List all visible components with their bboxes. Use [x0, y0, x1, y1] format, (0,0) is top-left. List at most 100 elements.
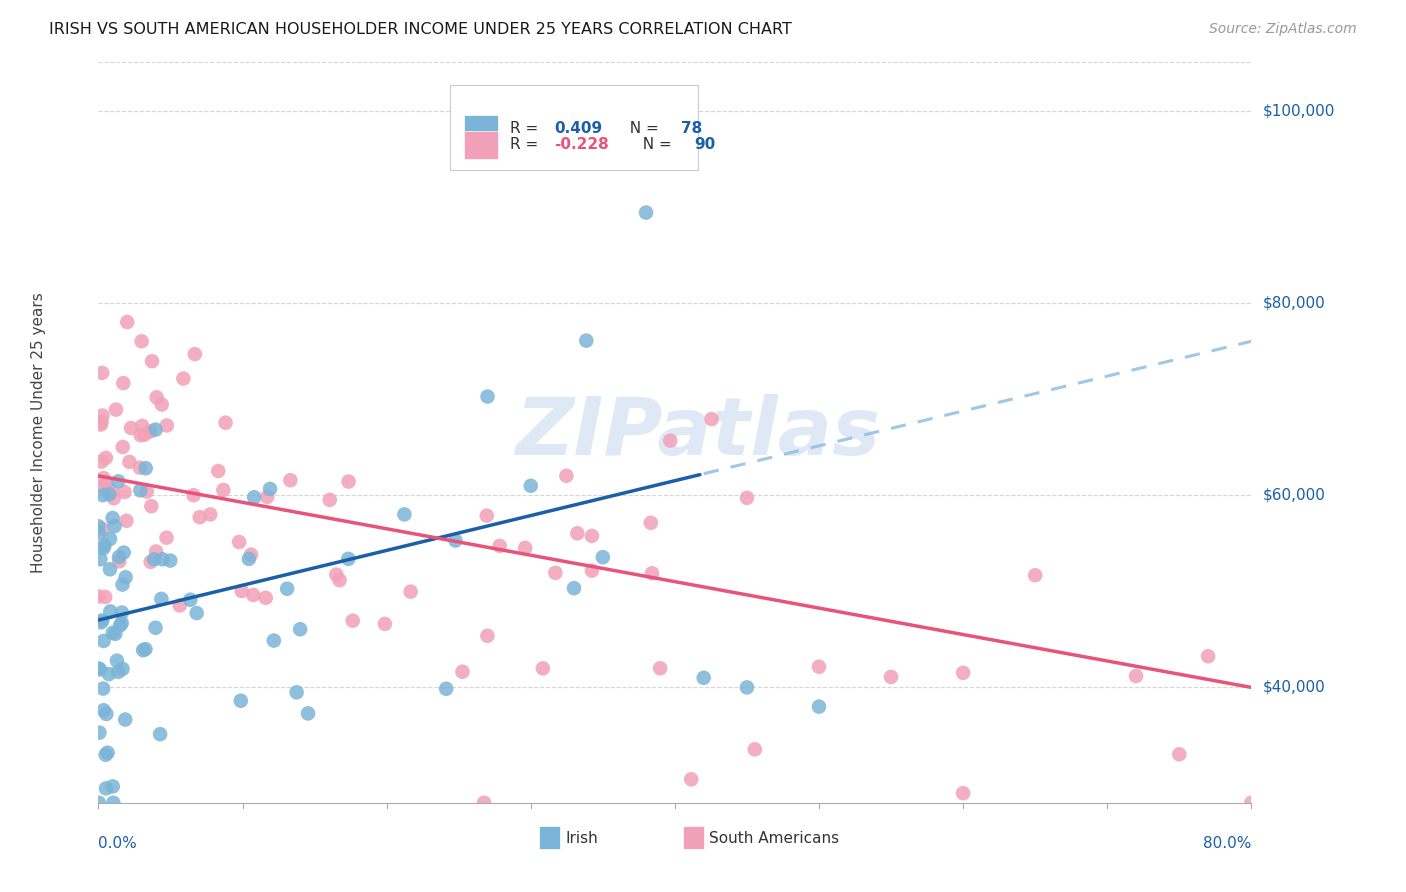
Point	[952, 786, 974, 800]
Point	[681, 772, 703, 787]
Text: R =: R =	[510, 121, 543, 136]
Point	[114, 713, 136, 727]
Point	[91, 366, 114, 380]
Point	[91, 681, 114, 696]
Point	[107, 475, 129, 489]
Point	[112, 376, 135, 390]
Point	[93, 541, 115, 555]
Point	[129, 460, 152, 475]
Bar	[464, 114, 499, 143]
Point	[141, 354, 163, 368]
Point	[105, 654, 128, 668]
Point	[131, 418, 153, 433]
Point	[581, 529, 603, 543]
Point	[491, 132, 513, 146]
Point	[114, 570, 136, 584]
Point	[183, 488, 205, 502]
Point	[472, 796, 495, 810]
Point	[90, 417, 112, 432]
Point	[259, 482, 281, 496]
Point	[488, 539, 510, 553]
Text: N =: N =	[633, 137, 678, 153]
Point	[515, 541, 537, 555]
Point	[169, 599, 191, 613]
Point	[107, 665, 129, 679]
Point	[101, 625, 124, 640]
Point	[94, 450, 117, 465]
Point	[111, 662, 134, 676]
Point	[186, 606, 208, 620]
Point	[143, 552, 166, 566]
Point	[477, 390, 499, 404]
Point	[1197, 649, 1219, 664]
Point	[98, 532, 121, 546]
Point	[141, 499, 163, 513]
Point	[212, 483, 235, 497]
Text: ZIPatlas: ZIPatlas	[516, 393, 880, 472]
Point	[98, 487, 121, 501]
Point	[475, 508, 498, 523]
Point	[280, 473, 302, 487]
Text: 78: 78	[681, 121, 702, 136]
Point	[134, 427, 156, 442]
Point	[544, 566, 567, 580]
Point	[134, 642, 156, 657]
Point	[325, 567, 347, 582]
Point	[952, 665, 974, 680]
Point	[444, 533, 467, 548]
Point	[91, 614, 114, 628]
Point	[337, 552, 360, 566]
Point	[90, 454, 112, 468]
Point	[880, 670, 903, 684]
Point	[98, 604, 121, 618]
Point	[108, 549, 131, 564]
Point	[200, 508, 222, 522]
Point	[111, 577, 134, 591]
Text: N =: N =	[620, 121, 664, 136]
Point	[87, 519, 110, 533]
Point	[555, 468, 578, 483]
Text: 0.0%: 0.0%	[98, 837, 138, 852]
Point	[129, 483, 152, 498]
Bar	[538, 827, 560, 848]
Point	[155, 531, 177, 545]
Point	[96, 476, 118, 491]
Point	[89, 552, 111, 566]
Bar	[464, 130, 499, 159]
Point	[156, 418, 179, 433]
Point	[152, 552, 174, 566]
Point	[93, 703, 115, 717]
Point	[96, 706, 118, 721]
Point	[520, 479, 543, 493]
Point	[90, 615, 112, 630]
Point	[135, 484, 157, 499]
Point	[108, 554, 131, 568]
Point	[87, 661, 110, 675]
Point	[243, 490, 266, 504]
Point	[114, 485, 136, 500]
Point	[150, 397, 173, 411]
Point	[285, 685, 308, 699]
Point	[735, 681, 758, 695]
Point	[337, 475, 360, 489]
Point	[111, 606, 134, 620]
Point	[636, 205, 658, 219]
Point	[214, 416, 236, 430]
Text: 0.409: 0.409	[554, 121, 602, 136]
Point	[567, 526, 589, 541]
Text: $40,000: $40,000	[1263, 680, 1326, 695]
Point	[188, 510, 211, 524]
Point	[562, 581, 585, 595]
Point	[89, 725, 111, 739]
Point	[256, 490, 278, 504]
Point	[103, 519, 125, 533]
Point	[329, 573, 352, 587]
Point	[184, 347, 207, 361]
Point	[139, 425, 162, 439]
Point	[434, 681, 457, 696]
Point	[575, 334, 598, 348]
Point	[231, 584, 253, 599]
Text: Irish: Irish	[565, 830, 598, 846]
Point	[145, 423, 167, 437]
Point	[394, 508, 416, 522]
